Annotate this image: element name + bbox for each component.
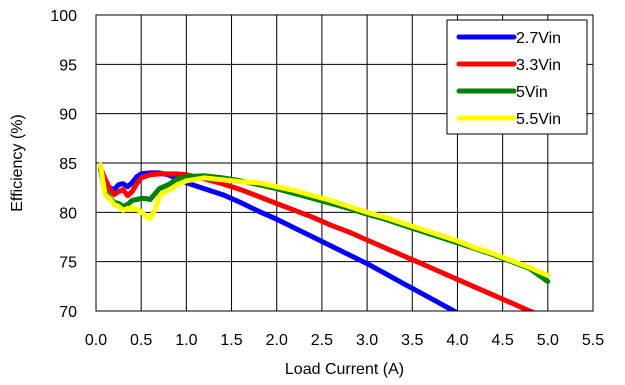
series-line-5-5vin xyxy=(98,162,551,278)
y-tick-label: 90 xyxy=(59,107,77,124)
y-tick-label: 85 xyxy=(59,156,77,173)
x-tick-label: 5.5 xyxy=(582,332,604,349)
plot-frame xyxy=(95,14,594,312)
x-axis-title: Load Current (A) xyxy=(285,361,404,378)
x-tick-label: 4.5 xyxy=(492,332,514,349)
legend-label: 5Vin xyxy=(516,84,548,101)
legend-label: 5.5Vin xyxy=(516,111,561,128)
x-tick-label: 0.0 xyxy=(85,332,107,349)
x-tick-label: 2.5 xyxy=(311,332,333,349)
legend-label: 3.3Vin xyxy=(516,57,561,74)
x-tick-label: 1.0 xyxy=(175,332,197,349)
series-line-3-3vin xyxy=(98,165,537,311)
x-tick-label: 3.5 xyxy=(401,332,423,349)
y-tick-label: 100 xyxy=(50,8,77,25)
legend: 2.7Vin 3.3Vin 5Vin 5.5Vin xyxy=(446,19,588,135)
series-line-5vin xyxy=(98,167,551,284)
x-tick-label: 5.0 xyxy=(537,332,559,349)
x-tick-label: 4.0 xyxy=(446,332,468,349)
y-axis-title: Efficiency (%) xyxy=(9,114,26,212)
y-tick-label: 80 xyxy=(59,205,77,222)
y-tick-label: 70 xyxy=(59,304,77,321)
y-tick-label: 95 xyxy=(59,57,77,74)
x-tick-label: 2.0 xyxy=(266,332,288,349)
y-tick-label: 75 xyxy=(59,255,77,272)
series-lines xyxy=(98,162,551,311)
x-tick-label: 0.5 xyxy=(130,332,152,349)
legend-label: 2.7Vin xyxy=(516,30,561,47)
x-tick-label: 1.5 xyxy=(220,332,242,349)
x-tick-label: 3.0 xyxy=(356,332,378,349)
series-line-2-7vin xyxy=(98,165,460,311)
tick-labels: 0.0 0.5 1.0 1.5 2.0 2.5 3.0 3.5 4.0 4.5 5.0 5.5 70 75… xyxy=(50,8,604,349)
